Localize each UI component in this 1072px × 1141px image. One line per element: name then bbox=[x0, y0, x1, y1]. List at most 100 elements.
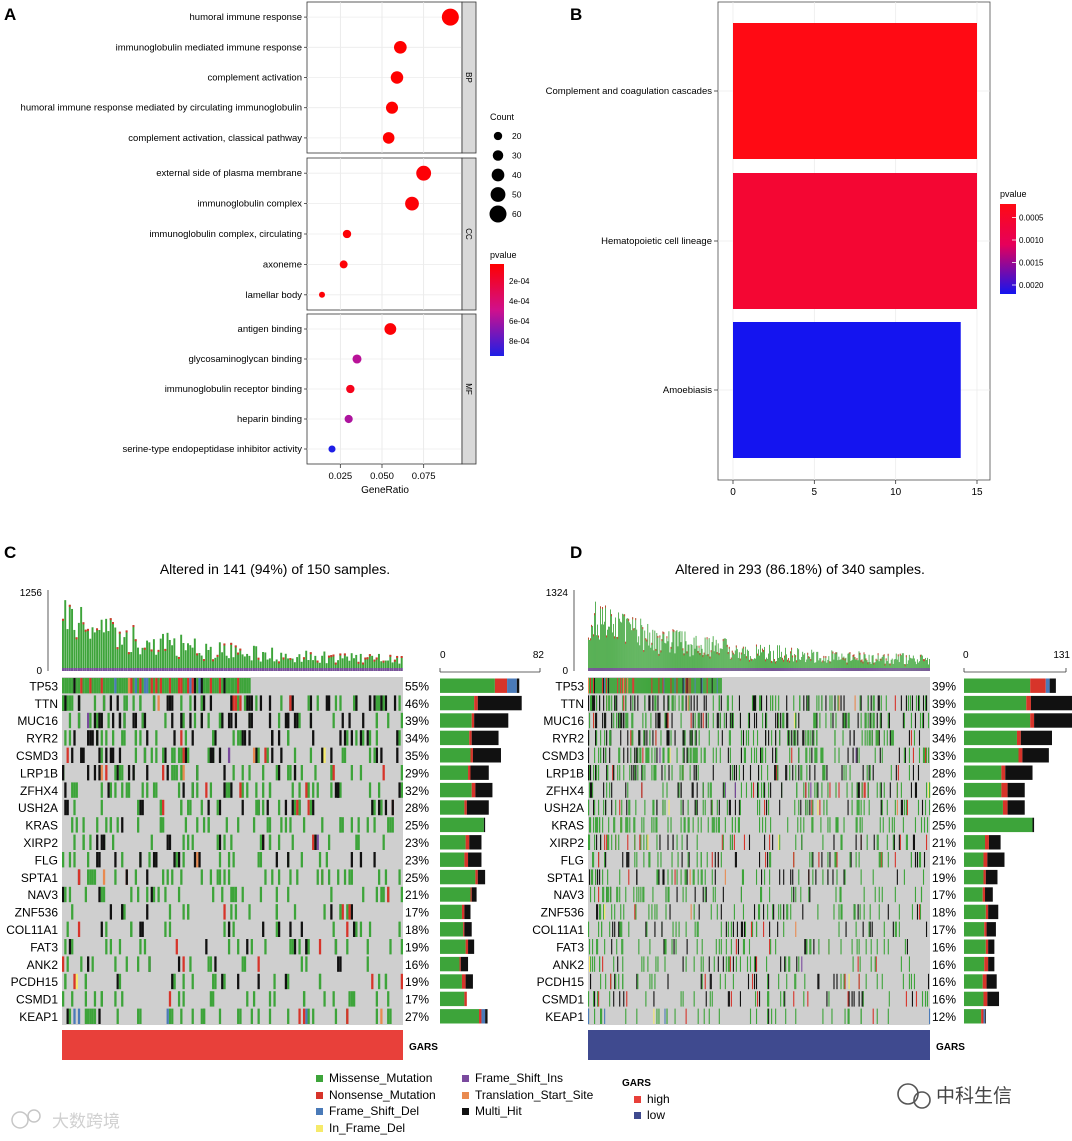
oncoplot-cell bbox=[617, 765, 619, 781]
tmb-bar-base bbox=[695, 668, 697, 671]
oncoplot-cell bbox=[707, 817, 709, 833]
oncoplot-cell bbox=[658, 869, 660, 885]
oncoplot-cell bbox=[837, 817, 839, 833]
tmb-bar-base bbox=[93, 668, 96, 671]
oncoplot-cell bbox=[80, 747, 83, 763]
oncoplot-cell bbox=[613, 765, 615, 781]
oncoplot-cell bbox=[182, 956, 185, 972]
tmb-bar bbox=[815, 662, 817, 671]
oncoplot-cell bbox=[686, 834, 688, 850]
oncoplot-cell bbox=[629, 765, 631, 781]
tmb-bar-top bbox=[362, 662, 365, 665]
oncoplot-cell bbox=[755, 956, 758, 972]
tmb-bar-base bbox=[768, 668, 769, 671]
oncoplot-cell bbox=[159, 817, 163, 833]
tmb-bar bbox=[692, 655, 694, 671]
oncoplot-cell bbox=[694, 799, 696, 816]
tmb-bar bbox=[175, 655, 178, 671]
tmb-bar-top bbox=[716, 652, 718, 655]
oncoplot-cell bbox=[239, 782, 242, 798]
tmb-bar bbox=[293, 662, 296, 671]
oncoplot-cell bbox=[300, 852, 303, 868]
oncoplot-cell bbox=[795, 973, 797, 990]
oncoplot-cell bbox=[604, 1008, 606, 1024]
oncoplot-cell bbox=[125, 678, 128, 694]
oncoplot-cell bbox=[694, 886, 696, 903]
tmb-bar-base bbox=[654, 668, 656, 671]
tmb-bar-base bbox=[725, 668, 727, 671]
oncoplot-cell bbox=[825, 712, 827, 729]
oncoplot-cell bbox=[614, 921, 616, 937]
oncoplot-cell bbox=[375, 1008, 378, 1024]
oncoplot-cell bbox=[836, 973, 838, 990]
oncoplot-cell bbox=[636, 869, 638, 885]
tmb-bar bbox=[901, 653, 903, 671]
gene-count-bar bbox=[468, 765, 471, 780]
tmb-bar-top bbox=[790, 651, 792, 654]
oncoplot-cell bbox=[817, 904, 819, 920]
tmb-bar bbox=[882, 655, 884, 671]
oncoplot-cell bbox=[643, 956, 645, 972]
oncoplot-cell bbox=[860, 712, 862, 729]
tmb-bar-top bbox=[212, 659, 214, 662]
tmb-bar-base bbox=[814, 668, 816, 671]
tmb-bar bbox=[915, 664, 917, 671]
gene-count-bar bbox=[440, 730, 470, 746]
tmb-bar-base bbox=[314, 668, 317, 671]
tmb-bar-top bbox=[642, 627, 644, 630]
tmb-bar-base bbox=[838, 668, 840, 671]
oncoplot-cell bbox=[779, 799, 781, 816]
tmb-bar bbox=[881, 656, 883, 671]
oncoplot-cell bbox=[910, 852, 912, 868]
oncoplot-cell bbox=[613, 678, 615, 694]
tmb-bar-base bbox=[668, 668, 670, 671]
oncoplot-cell bbox=[668, 799, 670, 816]
tmb-bar bbox=[348, 660, 351, 671]
oncoplot-cell bbox=[164, 747, 167, 763]
tmb-bar-top bbox=[861, 659, 863, 662]
panel-label-a: A bbox=[4, 5, 16, 24]
tmb-bar-top bbox=[672, 629, 674, 632]
oncoplot-cell bbox=[638, 886, 640, 903]
tmb-bar-top bbox=[628, 618, 630, 621]
oncoplot-cell bbox=[685, 695, 687, 711]
tmb-bar bbox=[883, 654, 885, 671]
oncoplot-cell bbox=[756, 730, 759, 746]
tmb-bar-base bbox=[287, 668, 289, 671]
a-term-label: complement activation, classical pathway bbox=[128, 133, 302, 144]
oncoplot-cell bbox=[259, 695, 263, 711]
gene-count-bar bbox=[1030, 695, 1072, 711]
tmb-bar-base bbox=[901, 668, 903, 671]
oncoplot-cell bbox=[840, 939, 842, 955]
gene-count-bar bbox=[440, 956, 460, 972]
gene-label: CSMD1 bbox=[16, 993, 58, 1007]
tmb-bar-base bbox=[808, 668, 810, 671]
oncoplot-cell bbox=[246, 939, 249, 955]
oncoplot-cell bbox=[341, 712, 344, 729]
tmb-bar-base bbox=[599, 668, 600, 671]
tmb-bar bbox=[307, 660, 310, 671]
oncoplot-cell bbox=[180, 1008, 183, 1024]
oncoplot-cell bbox=[841, 765, 843, 781]
oncoplot-cell bbox=[189, 712, 192, 729]
oncoplot-cell bbox=[109, 904, 113, 920]
tmb-bar bbox=[859, 652, 861, 671]
gene-label: PCDH15 bbox=[11, 975, 59, 989]
oncoplot-cell bbox=[817, 782, 819, 798]
tmb-bar-base bbox=[377, 668, 380, 671]
oncoplot-cell bbox=[855, 817, 857, 833]
oncoplot-cell bbox=[696, 939, 698, 955]
oncoplot-cell bbox=[764, 834, 766, 850]
oncoplot-cell bbox=[102, 678, 106, 694]
oncoplot-cell bbox=[623, 991, 625, 1007]
tmb-bar-base bbox=[266, 668, 269, 671]
tmb-bar bbox=[905, 655, 907, 671]
oncoplot-cell bbox=[721, 834, 723, 850]
oncoplot-cell bbox=[921, 991, 924, 1007]
oncoplot-cell bbox=[80, 956, 83, 972]
tmb-bar-base bbox=[666, 668, 668, 671]
oncoplot-cell bbox=[807, 799, 809, 816]
gene-count-bar bbox=[985, 887, 993, 902]
tmb-bar bbox=[93, 632, 96, 671]
oncoplot-cell bbox=[600, 973, 602, 990]
